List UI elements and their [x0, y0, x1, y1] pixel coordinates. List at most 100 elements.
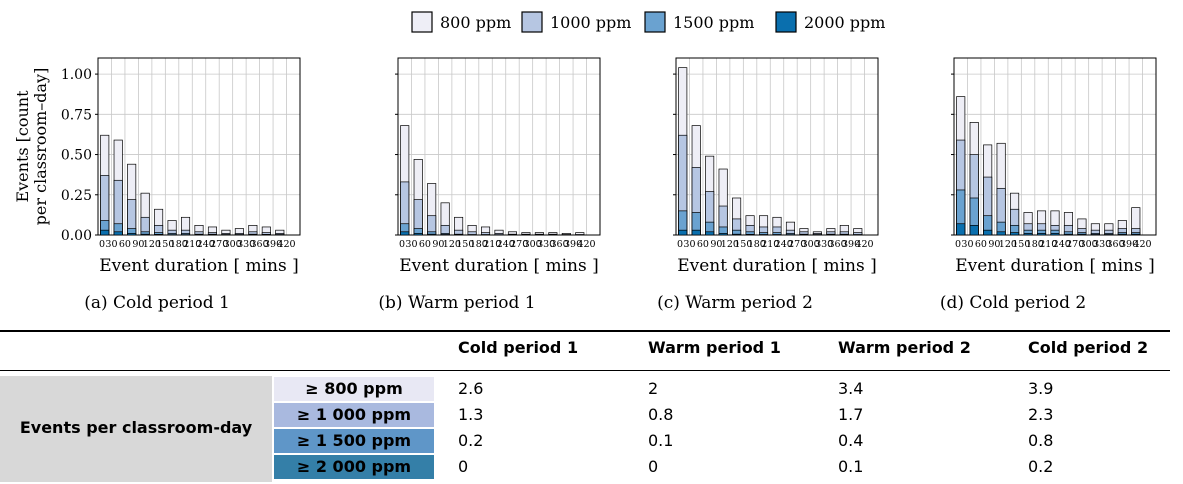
bar-chart-warm-period-2: 0 30 60 90120150180210240270300330360390420…	[673, 57, 879, 276]
x-tick-label: 270	[510, 239, 528, 250]
x-tick-label: 270	[210, 239, 228, 250]
y-axis-label: Events [count per classroom–day]	[13, 68, 50, 226]
x-tick-label: 390	[264, 239, 282, 250]
x-tick-label: 360	[1107, 239, 1125, 250]
y-axis-label-line-2: per classroom–day]	[31, 68, 50, 226]
x-tick-label: 390	[842, 239, 860, 250]
x-tick-label: 0	[677, 239, 683, 250]
threshold-label: ≥ 1 500 ppm	[274, 429, 434, 453]
table-cell: 0	[458, 457, 469, 476]
x-tick-label: 360	[551, 239, 569, 250]
x-tick-label: 360	[829, 239, 847, 250]
table-cell: 1.7	[838, 405, 864, 424]
x-tick-label: 30	[683, 239, 695, 250]
x-tick-label: 390	[564, 239, 582, 250]
chart-panel-warm-period-1: 0 30 60 90 120 150 180 210 240 270 300 330 360 390 420…	[312, 52, 602, 313]
x-tick-label: 60	[697, 239, 709, 250]
bar-2000-ppm	[732, 233, 742, 236]
x-tick-label: 60	[975, 239, 987, 250]
table-row-group-label: Events per classroom-day	[0, 376, 272, 482]
table-cell: 3.9	[1028, 379, 1054, 398]
bar-2000-ppm	[1117, 233, 1127, 236]
table-cell: 3.4	[838, 379, 864, 398]
x-tick-label: 150	[456, 239, 474, 250]
legend-item: 800 ppm	[411, 11, 511, 33]
x-tick-label: 420	[855, 239, 873, 250]
table-cell: 0.2	[458, 431, 484, 450]
chart-caption: (d) Cold period 2	[939, 293, 1087, 313]
bar-2000-ppm	[427, 233, 437, 236]
x-tick-label: 330	[537, 239, 555, 250]
table-cell: 0	[648, 457, 659, 476]
table-cell: 2	[648, 379, 659, 398]
x-tick-label: 300	[524, 239, 542, 250]
table-top-rule	[0, 330, 1170, 332]
bar-2000-ppm	[400, 231, 410, 236]
chart-panel-cold-period-2: 0 30 60 90 120 150 180 210 240 270 300 330 360 390 420…	[868, 52, 1158, 313]
x-tick-label: 180	[170, 239, 188, 250]
legend-label: 1500 ppm	[673, 13, 754, 32]
x-tick-label: 30	[105, 239, 117, 250]
bar-2000-ppm	[691, 229, 701, 236]
x-axis-label: Event duration [ mins ]	[399, 256, 599, 276]
chart-caption: (b) Warm period 1	[378, 293, 536, 313]
chart-panel-cold-period-1: 0.00 0.25 0.50 0.75 1.00 0 30 60 90 120 150 180 210 2…	[12, 52, 302, 313]
x-tick-label: 120	[443, 239, 461, 250]
x-tick-label: 270	[788, 239, 806, 250]
legend-label: 1000 ppm	[550, 13, 631, 32]
x-tick-label: 150	[734, 239, 752, 250]
legend-item: 1500 ppm	[644, 11, 754, 33]
bar-2000-ppm	[1077, 233, 1087, 236]
x-axis-label: Event duration [ mins ]	[99, 256, 299, 276]
chart-caption: (a) Cold period 1	[84, 293, 230, 313]
row-group-label-text: Events per classroom-day	[19, 418, 253, 437]
x-tick-label: 120	[721, 239, 739, 250]
y-tick-label: 1.00	[61, 67, 92, 83]
x-tick-label: 330	[237, 239, 255, 250]
x-tick-label: 270	[1066, 239, 1084, 250]
bar-2000-ppm	[154, 234, 164, 236]
x-tick-label: 150	[1012, 239, 1030, 250]
table-header-rule	[0, 370, 1170, 371]
table-cell: 0.8	[1028, 431, 1054, 450]
y-tick-label: 0.25	[61, 188, 92, 204]
x-tick-label: 300	[802, 239, 820, 250]
bar-2000-ppm	[745, 234, 755, 236]
bar-chart-cold-period-1: 0.000.250.500.751.000 30 60 901201501802102…	[13, 57, 301, 276]
legend-label: 800 ppm	[440, 13, 511, 32]
x-tick-label: 0	[99, 239, 105, 250]
table-header-cold-period-2: Cold period 2	[1028, 338, 1149, 357]
bar-2000-ppm	[1010, 232, 1020, 236]
table-cell: 0.8	[648, 405, 674, 424]
bar-2000-ppm	[413, 233, 423, 236]
bar-2000-ppm	[1063, 233, 1073, 236]
bar-2000-ppm	[678, 229, 688, 236]
chart-caption: (c) Warm period 2	[657, 293, 813, 313]
x-tick-label: 180	[1026, 239, 1044, 250]
x-tick-label: 90	[432, 239, 444, 250]
bar-2000-ppm	[1050, 233, 1060, 236]
bar-2000-ppm	[983, 229, 993, 236]
table-cell: 0.2	[1028, 457, 1054, 476]
bar-2000-ppm	[140, 233, 150, 236]
table-cell: 0.1	[838, 457, 864, 476]
table-cell: 0.1	[648, 431, 674, 450]
legend-label: 2000 ppm	[804, 13, 885, 32]
table-cell: 2.3	[1028, 405, 1054, 424]
table-cell: 1.3	[458, 405, 484, 424]
y-tick-label: 0.50	[61, 148, 92, 164]
x-axis-label: Event duration [ mins ]	[677, 256, 877, 276]
table-header-warm-period-1: Warm period 1	[648, 338, 781, 357]
x-tick-label: 210	[483, 239, 501, 250]
x-tick-label: 390	[1120, 239, 1138, 250]
table-header-cold-period-1: Cold period 1	[458, 338, 579, 357]
threshold-label: ≥ 1 000 ppm	[274, 403, 434, 427]
y-axis-label-line-1: Events [count	[13, 90, 32, 203]
legend-item: 2000 ppm	[775, 11, 885, 33]
x-tick-label: 330	[1093, 239, 1111, 250]
bar-2000-ppm	[718, 233, 728, 236]
bar-2000-ppm	[1131, 233, 1141, 236]
table-header-warm-period-2: Warm period 2	[838, 338, 971, 357]
bar-2000-ppm	[100, 229, 110, 236]
x-tick-label: 150	[156, 239, 174, 250]
